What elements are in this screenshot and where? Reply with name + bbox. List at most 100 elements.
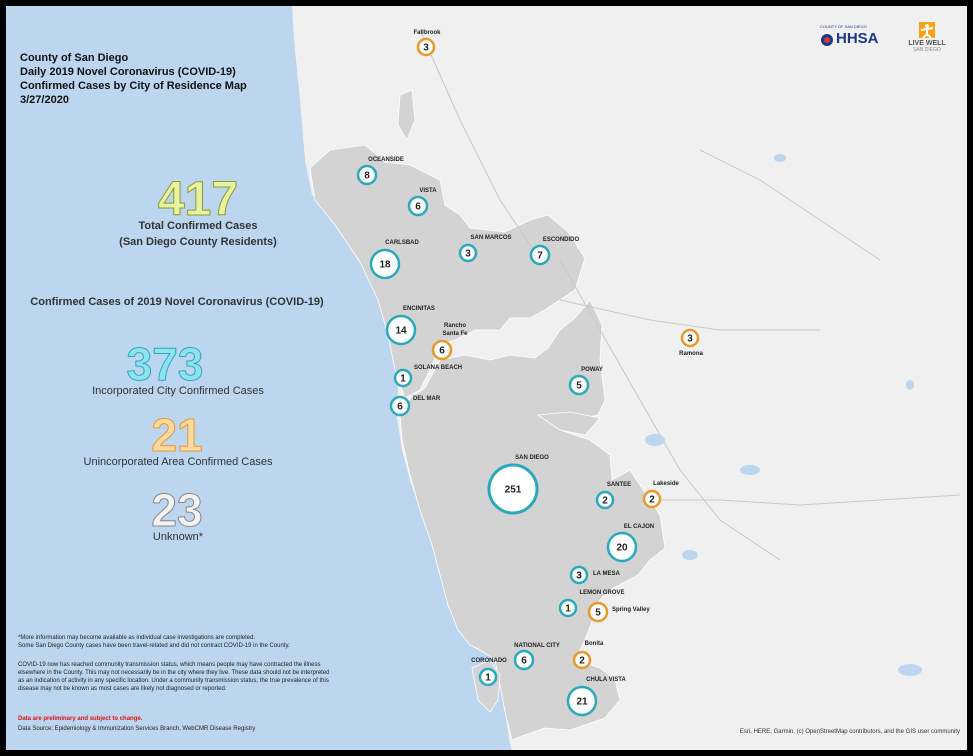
title-line-1: County of San Diego [20, 52, 129, 64]
hhsa-logo: COUNTY OF SAN DIEGO HHSA [820, 24, 897, 52]
ocean [6, 6, 512, 750]
footnote-1b: Some San Diego County cases have been tr… [18, 643, 290, 649]
marker-count-vista: 6 [415, 202, 421, 213]
marker-count-el-cajon: 20 [616, 543, 628, 554]
marker-count-san-marcos: 3 [465, 249, 471, 260]
map-attribution: Esri, HERE, Garmin, (c) OpenStreetMap co… [739, 729, 960, 735]
marker-coronado [478, 667, 498, 687]
marker-carlsbad [369, 248, 401, 280]
city-label-national-city: NATIONAL CITY [514, 643, 560, 649]
city-label-san-diego: SAN DIEGO [515, 455, 549, 461]
city-label-san-marcos: SAN MARCOS [470, 235, 511, 241]
city-label-ramona: Ramona [679, 351, 703, 357]
total-cases-value: 417 [157, 173, 239, 226]
marker-count-poway: 5 [576, 381, 582, 392]
marker-encinitas [385, 314, 417, 346]
city-label-lemon-grove: LEMON GROVE [579, 590, 624, 596]
map-title: County of San Diego Daily 2019 Novel Cor… [20, 51, 247, 107]
marker-poway [568, 374, 590, 396]
city-label-bonita: Bonita [585, 641, 604, 647]
county-seal-icon [821, 34, 833, 46]
marker-count-escondido: 7 [537, 251, 543, 262]
city-label-solana-beach: SOLANA BEACH [414, 365, 462, 371]
footnote-1a: *More information may become available a… [18, 635, 256, 641]
lakes [645, 154, 922, 676]
city-label-escondido: ESCONDIDO [543, 237, 580, 243]
marker-rancho-santa-fe [431, 339, 453, 361]
unknown-cases-label: Unknown* [152, 531, 204, 543]
hhsa-logo-small-text: COUNTY OF SAN DIEGO [820, 24, 867, 29]
marker-count-bonita: 2 [579, 656, 585, 667]
marker-count-chula-vista: 21 [576, 697, 588, 708]
city-label-carlsbad: CARLSBAD [385, 240, 419, 246]
marker-fallbrook [416, 37, 436, 57]
marker-el-cajon [606, 531, 638, 563]
marker-solana-beach [393, 368, 413, 388]
unincorporated-cases-label: Unincorporated Area Confirmed Cases [83, 456, 273, 468]
city-label-poway: POWAY [581, 367, 603, 373]
marker-la-mesa [569, 565, 589, 585]
city-label-la-mesa: LA MESA [593, 571, 620, 577]
marker-spring-valley [587, 601, 609, 623]
live-well-subtext: SAN DIEGO [913, 47, 941, 53]
case-markers: 3 Fallbrook 8 OCEANSIDE 6 VISTA 18 CARLSBAD 3 SAN… [356, 30, 703, 717]
marker-count-del-mar: 6 [397, 402, 403, 413]
city-label-rancho-santa-fe: Rancho Santa Fe [442, 323, 468, 337]
incorporated-cases-value: 373 [126, 338, 204, 390]
title-date: 3/27/2020 [20, 94, 69, 106]
marker-lakeside [642, 489, 662, 509]
marker-count-la-mesa: 3 [576, 571, 582, 582]
marker-chula-vista [566, 685, 598, 717]
title-line-3: Confirmed Cases by City of Residence Map [20, 80, 247, 92]
marker-count-carlsbad: 18 [379, 260, 391, 271]
live-well-text: LIVE WELL [908, 40, 946, 47]
preliminary-note: Data are preliminary and subject to chan… [18, 716, 143, 722]
city-label-del-mar: DEL MAR [413, 396, 441, 402]
marker-count-coronado: 1 [485, 673, 491, 684]
marker-bonita [572, 650, 592, 670]
data-source: Data Source: Epidemiology & Immunization… [18, 726, 256, 732]
marker-san-diego [487, 463, 539, 515]
marker-national-city [513, 649, 535, 671]
incorporated-areas [309, 89, 666, 741]
total-cases-label: Total Confirmed Cases [138, 220, 258, 232]
hhsa-logo-text: HHSA [836, 30, 879, 47]
live-well-logo: LIVE WELL SAN DIEGO [907, 20, 947, 56]
marker-count-spring-valley: 5 [595, 608, 601, 619]
marker-ramona [680, 328, 700, 348]
city-label-santee: SANTEE [607, 482, 631, 488]
city-label-coronado: CORONADO [471, 658, 507, 664]
marker-count-lemon-grove: 1 [565, 604, 571, 615]
marker-count-san-diego: 251 [505, 485, 522, 496]
unincorporated-cases-value: 21 [151, 409, 203, 461]
marker-count-solana-beach: 1 [400, 374, 406, 385]
marker-vista [407, 195, 429, 217]
marker-count-fallbrook: 3 [423, 43, 429, 54]
marker-san-marcos [458, 243, 478, 263]
incorporated-cases-label: Incorporated City Confirmed Cases [92, 385, 264, 397]
unknown-cases-value: 23 [151, 484, 203, 536]
marker-count-national-city: 6 [521, 656, 527, 667]
city-label-vista: VISTA [419, 188, 437, 194]
marker-lemon-grove [558, 598, 578, 618]
marker-santee [595, 490, 615, 510]
live-well-figure-icon [919, 22, 935, 38]
marker-count-rancho-santa-fe: 6 [439, 346, 445, 357]
city-label-el-cajon: EL CAJON [624, 524, 654, 530]
title-line-2: Daily 2019 Novel Coronavirus (COVID-19) [20, 66, 236, 78]
marker-count-lakeside: 2 [649, 495, 655, 506]
marker-count-oceanside: 8 [364, 171, 370, 182]
marker-count-ramona: 3 [687, 334, 693, 345]
city-label-fallbrook: Fallbrook [413, 30, 441, 36]
city-label-oceanside: OCEANSIDE [368, 157, 404, 163]
city-label-spring-valley: Spring Valley [612, 607, 650, 613]
footnote-2: COVID-19 now has reached community trans… [18, 662, 330, 692]
total-cases-sublabel: (San Diego County Residents) [119, 236, 277, 248]
city-label-lakeside: Lakeside [653, 481, 679, 487]
marker-count-encinitas: 14 [395, 326, 407, 337]
section-heading: Confirmed Cases of 2019 Novel Coronaviru… [30, 296, 324, 308]
city-label-chula-vista: CHULA VISTA [586, 677, 626, 683]
marker-count-santee: 2 [602, 496, 608, 507]
